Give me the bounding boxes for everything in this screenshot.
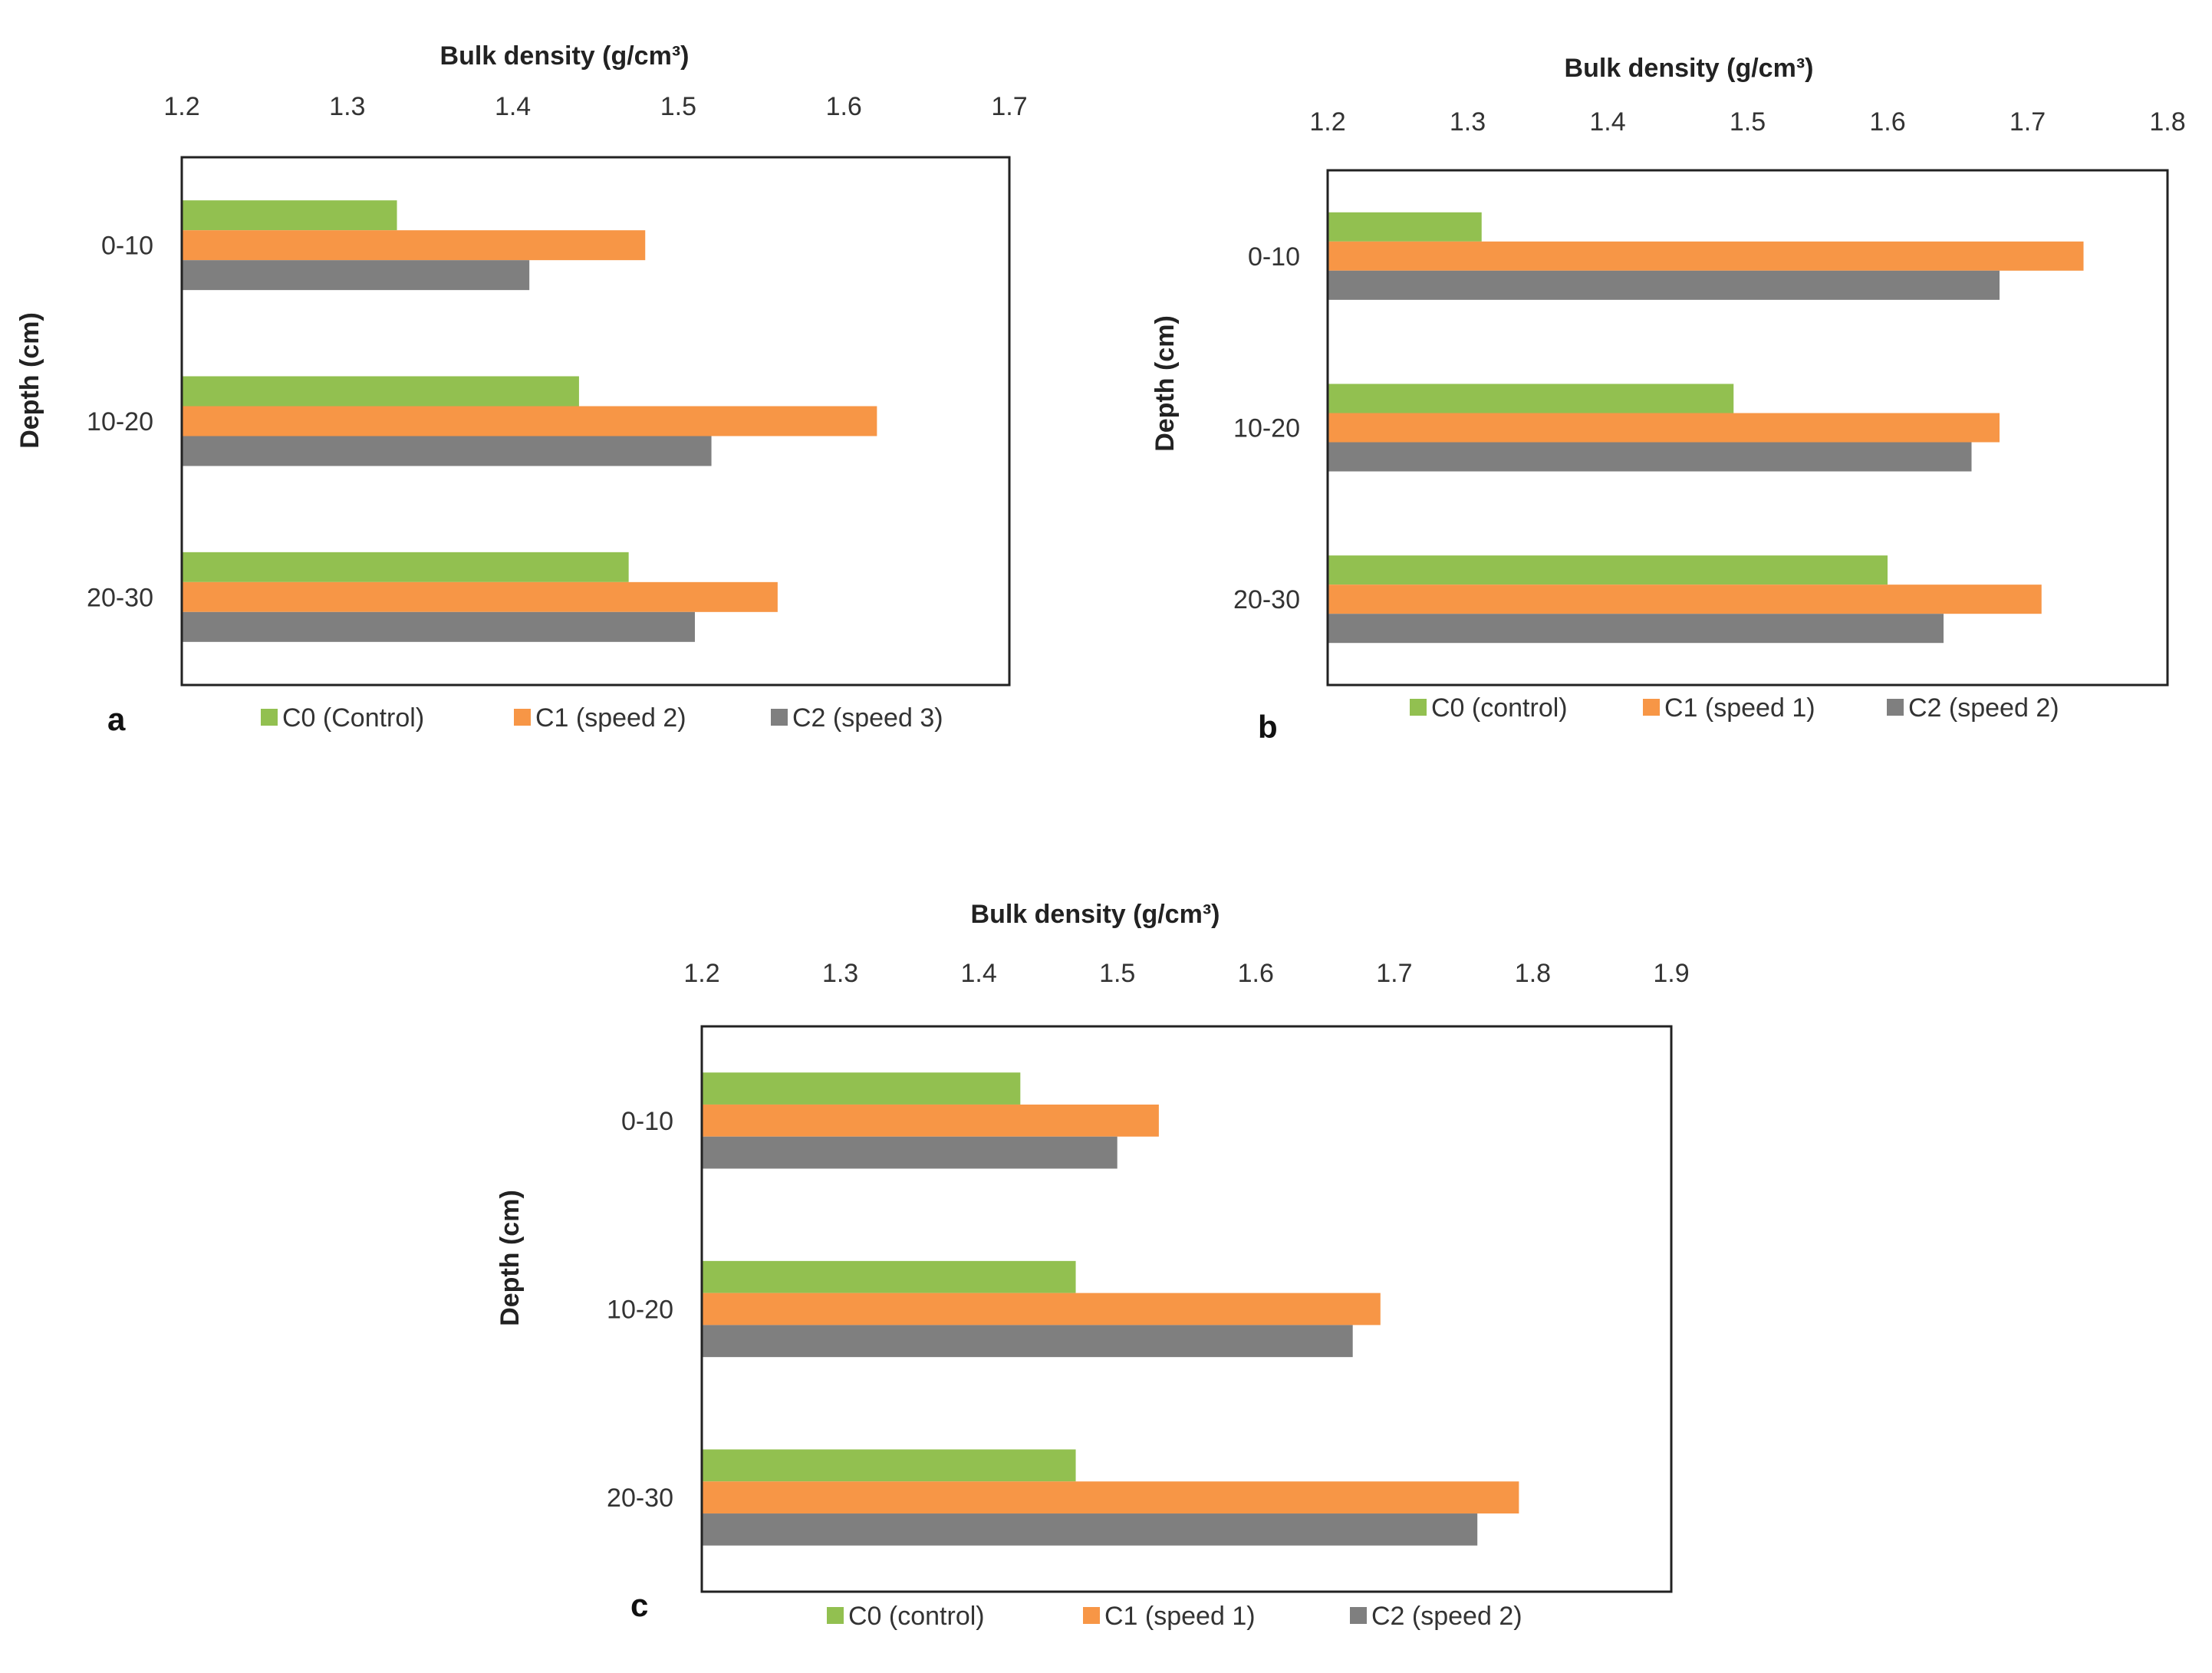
- bar-0-10-series-1: [1328, 241, 2084, 271]
- legend-label: C2 (speed 3): [792, 703, 943, 733]
- bar-10-20-series-0: [703, 1260, 1076, 1293]
- x-axis-title: Bulk density (g/cm³): [971, 900, 1220, 929]
- legend-label: C1 (speed 2): [535, 703, 686, 733]
- bar-10-20-series-0: [183, 376, 579, 407]
- x-tick-label: 1.9: [1653, 959, 1689, 988]
- bar-10-20-series-2: [703, 1325, 1353, 1358]
- y-category-label: 20-30: [87, 583, 153, 612]
- legend-swatch: [771, 709, 788, 726]
- x-tick-label: 1.7: [1376, 959, 1412, 988]
- panel-label: c: [630, 1587, 648, 1623]
- x-tick-label: 1.3: [1450, 107, 1486, 137]
- legend-swatch: [1887, 699, 1904, 716]
- y-axis-title: Depth (cm): [1150, 315, 1180, 452]
- x-axis-title: Bulk density (g/cm³): [1565, 54, 1814, 83]
- bar-20-30-series-1: [703, 1481, 1519, 1514]
- legend-swatch: [1410, 699, 1427, 716]
- legend-swatch: [1083, 1607, 1100, 1624]
- x-tick-label: 1.4: [495, 92, 531, 121]
- x-tick-label: 1.7: [2010, 107, 2046, 137]
- chart-panel-a: Bulk density (g/cm³) 1.2 1.3 1.4 1.5 1.6 1.7 De…: [15, 41, 1028, 737]
- x-tick-label: 1.7: [991, 92, 1027, 121]
- plot-area-frame: [700, 1025, 1673, 1593]
- bar-0-10-series-2: [183, 260, 530, 291]
- bar-20-30-series-1: [1328, 585, 2042, 614]
- legend-swatch: [1350, 1607, 1367, 1624]
- legend-label: C0 (Control): [282, 703, 424, 733]
- y-category-label: 20-30: [607, 1484, 673, 1513]
- panel-label: b: [1258, 709, 1278, 745]
- bar-0-10-series-1: [183, 230, 646, 261]
- x-tick-label: 1.4: [961, 959, 997, 988]
- legend-label: C0 (control): [1431, 693, 1568, 723]
- x-tick-label: 1.6: [1238, 959, 1274, 988]
- legend-swatch: [514, 709, 531, 726]
- bar-0-10-series-2: [1328, 270, 2000, 300]
- y-category-label: 20-30: [1233, 585, 1300, 614]
- bar-10-20-series-0: [1328, 384, 1734, 413]
- legend-label: C1 (speed 1): [1664, 693, 1815, 723]
- x-tick-label: 1.6: [826, 92, 862, 121]
- bar-10-20-series-1: [183, 406, 877, 436]
- panel-label: a: [107, 701, 126, 737]
- x-tick-label: 1.5: [1099, 959, 1135, 988]
- x-tick-label: 1.2: [163, 92, 199, 121]
- legend-swatch: [1643, 699, 1660, 716]
- y-category-label: 0-10: [101, 232, 153, 261]
- bar-20-30-series-0: [1328, 555, 1888, 585]
- plot-area-frame: [1326, 169, 2169, 687]
- bar-20-30-series-2: [1328, 614, 1944, 644]
- legend-swatch: [827, 1607, 844, 1624]
- y-axis-title: Depth (cm): [495, 1190, 525, 1326]
- y-category-label: 10-20: [607, 1296, 673, 1325]
- x-tick-label: 1.5: [1730, 107, 1766, 137]
- bar-20-30-series-2: [703, 1513, 1478, 1546]
- x-tick-label: 1.8: [1515, 959, 1551, 988]
- x-axis-title: Bulk density (g/cm³): [440, 41, 690, 71]
- bar-0-10-series-2: [703, 1136, 1118, 1169]
- bar-0-10-series-1: [703, 1104, 1159, 1137]
- bar-20-30-series-0: [183, 552, 629, 582]
- chart-panel-b: Bulk density (g/cm³) 1.2 1.3 1.4 1.5 1.6 1.7 1.…: [1150, 54, 2186, 745]
- legend-label: C1 (speed 1): [1104, 1602, 1256, 1631]
- bar-20-30-series-2: [183, 611, 695, 642]
- bar-10-20-series-2: [1328, 442, 1972, 472]
- legend-label: C0 (control): [848, 1602, 985, 1631]
- legend-swatch: [261, 709, 278, 726]
- y-axis-title: Depth (cm): [15, 312, 44, 449]
- legend-label: C2 (speed 2): [1908, 693, 2059, 723]
- bar-10-20-series-1: [703, 1293, 1381, 1326]
- x-tick-label: 1.3: [822, 959, 858, 988]
- bar-10-20-series-2: [183, 436, 712, 466]
- x-tick-label: 1.6: [1869, 107, 1905, 137]
- legend-label: C2 (speed 2): [1371, 1602, 1522, 1631]
- x-tick-label: 1.2: [683, 959, 719, 988]
- y-category-label: 0-10: [621, 1107, 673, 1136]
- bar-0-10-series-0: [1328, 212, 1482, 242]
- bar-0-10-series-0: [183, 200, 397, 231]
- chart-panel-c: Bulk density (g/cm³) 1.2 1.3 1.4 1.5 1.6 1.7 1.…: [495, 900, 1690, 1631]
- x-tick-label: 1.4: [1589, 107, 1625, 137]
- x-tick-label: 1.8: [2149, 107, 2185, 137]
- x-tick-label: 1.5: [660, 92, 696, 121]
- y-category-label: 10-20: [87, 407, 153, 436]
- y-category-label: 0-10: [1248, 242, 1300, 272]
- x-tick-label: 1.3: [329, 92, 365, 121]
- plot-area-frame: [180, 156, 1011, 687]
- y-category-label: 10-20: [1233, 414, 1300, 443]
- bar-0-10-series-0: [703, 1072, 1021, 1105]
- bar-20-30-series-1: [183, 581, 778, 612]
- x-tick-label: 1.2: [1309, 107, 1345, 137]
- bar-10-20-series-1: [1328, 413, 2000, 443]
- bar-20-30-series-0: [703, 1449, 1076, 1482]
